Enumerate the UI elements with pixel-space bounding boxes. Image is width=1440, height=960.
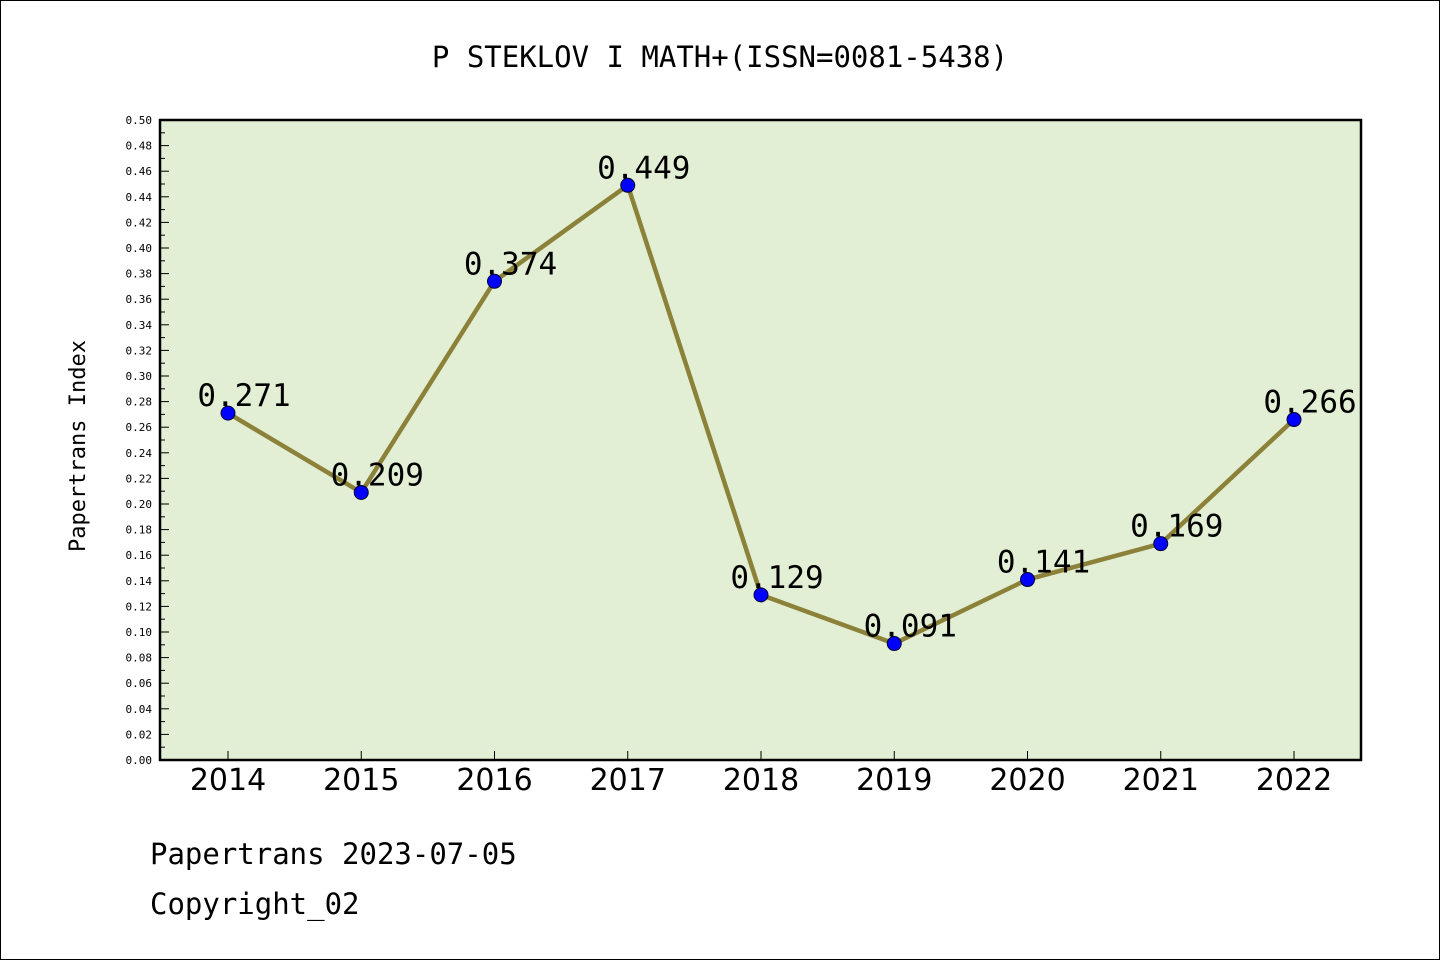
data-point <box>620 177 636 193</box>
x-tick-label: 2022 <box>1256 763 1332 798</box>
series-line-group: 0.271 0.209 0.374 0.449 0.129 0.091 0.141 0.169… <box>197 150 1357 652</box>
y-tick-label: 0.44 <box>126 191 153 204</box>
y-tick-label: 0.50 <box>126 114 153 127</box>
y-tick-label: 0.00 <box>126 754 153 767</box>
data-point <box>487 273 502 289</box>
y-tick-label: 0.10 <box>126 626 153 639</box>
y-tick-label: 0.48 <box>126 140 153 153</box>
data-point <box>1286 412 1302 428</box>
y-tick-label: 0.20 <box>126 498 153 511</box>
footer-date: Papertrans 2023-07-05 <box>150 837 517 871</box>
y-tick-label: 0.42 <box>126 216 153 229</box>
y-tick-label: 0.40 <box>126 242 153 255</box>
data-label: 0.271 <box>197 378 290 414</box>
y-tick-label: 0.06 <box>126 677 153 690</box>
x-tick-label: 2017 <box>590 763 666 798</box>
y-tick-label: 0.36 <box>126 293 153 306</box>
y-tick-label: 0.04 <box>126 703 153 716</box>
data-label: 0.169 <box>1130 509 1223 545</box>
data-label: 0.091 <box>864 609 957 645</box>
y-tick-label: 0.12 <box>126 600 153 613</box>
plot-border <box>158 118 1363 762</box>
y-tick-label: 0.32 <box>126 344 153 357</box>
x-tick-label: 2014 <box>190 763 266 798</box>
x-tick-label: 2020 <box>989 763 1065 798</box>
footer-copyright: Copyright_02 <box>150 887 360 922</box>
x-tick-label: 2019 <box>856 763 932 798</box>
y-tick-label: 0.16 <box>126 549 153 562</box>
data-point <box>753 587 769 603</box>
plot-area <box>160 120 1361 760</box>
y-tick-label: 0.08 <box>126 652 153 665</box>
data-point <box>886 636 902 652</box>
y-axis-label: Papertrans Index <box>66 340 91 552</box>
data-label: 0.129 <box>730 560 823 596</box>
data-label: 0.266 <box>1263 385 1356 421</box>
y-tick-label: 0.14 <box>126 575 153 588</box>
y-tick-label: 0.28 <box>126 396 153 409</box>
y-tick-label: 0.24 <box>126 447 153 460</box>
y-tick-label: 0.02 <box>126 728 153 741</box>
y-axis-ticks: 0.00 0.02 0.04 0.06 0.08 0.10 0.12 0.14 0.16 0.18… <box>126 114 169 767</box>
x-tick-label: 2016 <box>456 763 532 798</box>
x-tick-label: 2018 <box>723 763 799 798</box>
data-point <box>1020 572 1035 588</box>
data-label: 0.374 <box>464 246 557 282</box>
y-tick-label: 0.22 <box>126 472 153 485</box>
data-label: 0.141 <box>997 545 1090 581</box>
y-tick-label: 0.38 <box>126 268 153 281</box>
data-point <box>220 405 236 421</box>
data-label: 0.209 <box>331 457 424 493</box>
x-axis-ticks: 2014 2015 2016 2017 2018 2019 2020 2021 2022 <box>190 751 1332 798</box>
y-tick-label: 0.18 <box>126 524 153 537</box>
y-tick-label: 0.30 <box>126 370 153 383</box>
data-label: 0.449 <box>597 150 690 186</box>
y-tick-label: 0.26 <box>126 421 153 434</box>
data-point <box>1153 536 1169 552</box>
data-point <box>353 484 369 500</box>
x-tick-label: 2015 <box>323 763 399 798</box>
y-tick-label: 0.46 <box>126 165 153 178</box>
y-tick-label: 0.34 <box>126 319 153 332</box>
x-tick-label: 2021 <box>1123 763 1199 798</box>
chart-title: P STEKLOV I MATH+(ISSN=0081-5438) <box>432 40 1008 74</box>
